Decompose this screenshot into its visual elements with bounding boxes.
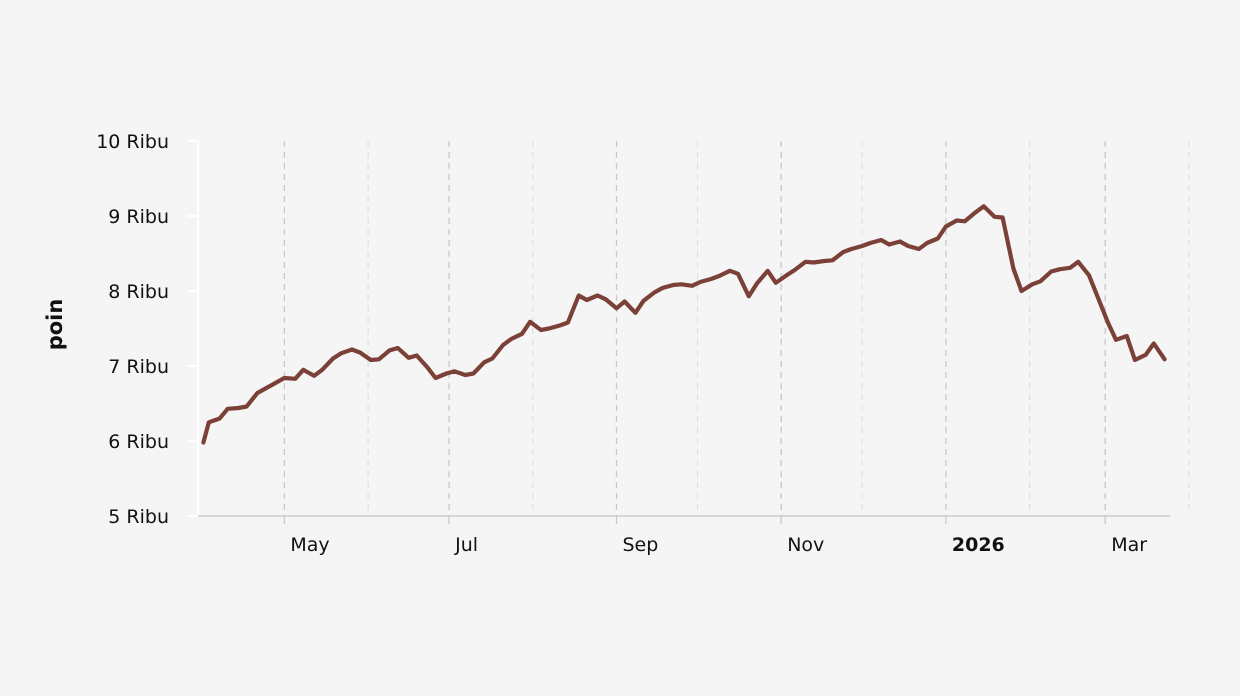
x-tick-label: Nov [787, 534, 824, 556]
y-tick-label: 9 Ribu [108, 206, 169, 228]
series [201, 204, 1167, 445]
y-tick-label: 6 Ribu [108, 431, 169, 453]
axes [188, 140, 1170, 524]
y-axis-title: poin [43, 299, 67, 351]
x-tick-labels: May Jul Sep Nov 2026 Mar [290, 534, 1147, 556]
x-tick-label: 2026 [952, 534, 1005, 556]
y-tick-labels: 5 Ribu 6 Ribu 7 Ribu 8 Ribu 9 Ribu 10 Ribu [96, 131, 169, 528]
series-line [201, 204, 1167, 445]
gridlines [283, 141, 1190, 516]
x-tick-label: Sep [623, 534, 659, 556]
y-tick-label: 7 Ribu [108, 356, 169, 378]
y-tick-label: 10 Ribu [96, 131, 169, 153]
x-tick-label: May [290, 534, 329, 556]
y-tick-label: 8 Ribu [108, 281, 169, 303]
x-tick-label: Jul [454, 534, 478, 556]
x-tick-label: Mar [1111, 534, 1147, 556]
y-tick-label: 5 Ribu [108, 506, 169, 528]
